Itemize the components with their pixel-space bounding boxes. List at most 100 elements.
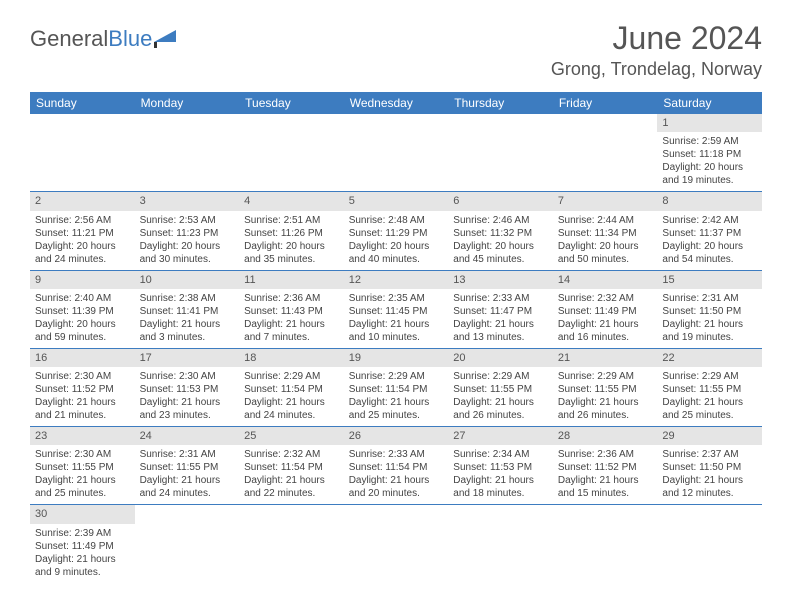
month-title: June 2024 xyxy=(551,20,762,57)
sunrise-line: Sunrise: 2:29 AM xyxy=(558,370,653,383)
sunset-line: Sunset: 11:21 PM xyxy=(35,227,130,240)
daylight-line-2: and 26 minutes. xyxy=(558,409,653,422)
daylight-line-1: Daylight: 20 hours xyxy=(662,240,757,253)
daylight-line-1: Daylight: 20 hours xyxy=(35,318,130,331)
day-content: Sunrise: 2:48 AMSunset: 11:29 PMDaylight… xyxy=(344,211,449,270)
day-number: 20 xyxy=(448,349,553,367)
calendar-day: 19Sunrise: 2:29 AMSunset: 11:54 PMDaylig… xyxy=(344,349,449,427)
day-number: 21 xyxy=(553,349,658,367)
logo-text: GeneralBlue xyxy=(30,26,152,52)
day-content: Sunrise: 2:33 AMSunset: 11:47 PMDaylight… xyxy=(448,289,553,348)
day-number: 28 xyxy=(553,427,658,445)
daylight-line-2: and 30 minutes. xyxy=(140,253,235,266)
daylight-line-1: Daylight: 21 hours xyxy=(453,396,548,409)
day-content: Sunrise: 2:29 AMSunset: 11:54 PMDaylight… xyxy=(344,367,449,426)
sunset-line: Sunset: 11:54 PM xyxy=(349,461,444,474)
day-number: 6 xyxy=(448,192,553,210)
sunset-line: Sunset: 11:55 PM xyxy=(35,461,130,474)
calendar-day: 14Sunrise: 2:32 AMSunset: 11:49 PMDaylig… xyxy=(553,271,658,349)
daylight-line-2: and 3 minutes. xyxy=(140,331,235,344)
calendar-day: 22Sunrise: 2:29 AMSunset: 11:55 PMDaylig… xyxy=(657,349,762,427)
daylight-line-2: and 24 minutes. xyxy=(140,487,235,500)
daylight-line-2: and 25 minutes. xyxy=(662,409,757,422)
sunrise-line: Sunrise: 2:33 AM xyxy=(453,292,548,305)
calendar-day: 8Sunrise: 2:42 AMSunset: 11:37 PMDayligh… xyxy=(657,192,762,270)
calendar-day: 2Sunrise: 2:56 AMSunset: 11:21 PMDayligh… xyxy=(30,192,135,270)
day-number: 4 xyxy=(239,192,344,210)
daylight-line-2: and 10 minutes. xyxy=(349,331,444,344)
sunrise-line: Sunrise: 2:29 AM xyxy=(349,370,444,383)
day-content: Sunrise: 2:31 AMSunset: 11:50 PMDaylight… xyxy=(657,289,762,348)
calendar-day: 5Sunrise: 2:48 AMSunset: 11:29 PMDayligh… xyxy=(344,192,449,270)
day-number: 2 xyxy=(30,192,135,210)
location: Grong, Trondelag, Norway xyxy=(551,59,762,80)
sunrise-line: Sunrise: 2:33 AM xyxy=(349,448,444,461)
sunrise-line: Sunrise: 2:51 AM xyxy=(244,214,339,227)
daylight-line-1: Daylight: 21 hours xyxy=(140,318,235,331)
daylight-line-1: Daylight: 21 hours xyxy=(349,318,444,331)
day-content: Sunrise: 2:29 AMSunset: 11:55 PMDaylight… xyxy=(657,367,762,426)
day-number: 18 xyxy=(239,349,344,367)
daylight-line-1: Daylight: 20 hours xyxy=(453,240,548,253)
day-content: Sunrise: 2:38 AMSunset: 11:41 PMDaylight… xyxy=(135,289,240,348)
calendar-day: 11Sunrise: 2:36 AMSunset: 11:43 PMDaylig… xyxy=(239,271,344,349)
sunset-line: Sunset: 11:55 PM xyxy=(662,383,757,396)
sunrise-line: Sunrise: 2:36 AM xyxy=(244,292,339,305)
day-number: 15 xyxy=(657,271,762,289)
sunrise-line: Sunrise: 2:48 AM xyxy=(349,214,444,227)
daylight-line-2: and 21 minutes. xyxy=(35,409,130,422)
calendar-day: 15Sunrise: 2:31 AMSunset: 11:50 PMDaylig… xyxy=(657,271,762,349)
day-content: Sunrise: 2:37 AMSunset: 11:50 PMDaylight… xyxy=(657,445,762,504)
sunset-line: Sunset: 11:49 PM xyxy=(35,540,130,553)
sunset-line: Sunset: 11:49 PM xyxy=(558,305,653,318)
day-content: Sunrise: 2:42 AMSunset: 11:37 PMDaylight… xyxy=(657,211,762,270)
day-number: 13 xyxy=(448,271,553,289)
day-content: Sunrise: 2:31 AMSunset: 11:55 PMDaylight… xyxy=(135,445,240,504)
sunrise-line: Sunrise: 2:30 AM xyxy=(35,448,130,461)
daylight-line-1: Daylight: 21 hours xyxy=(662,396,757,409)
calendar-empty xyxy=(239,505,344,582)
sunrise-line: Sunrise: 2:32 AM xyxy=(558,292,653,305)
daylight-line-2: and 26 minutes. xyxy=(453,409,548,422)
day-number: 24 xyxy=(135,427,240,445)
sunrise-line: Sunrise: 2:29 AM xyxy=(453,370,548,383)
sunrise-line: Sunrise: 2:32 AM xyxy=(244,448,339,461)
day-number: 27 xyxy=(448,427,553,445)
day-content: Sunrise: 2:30 AMSunset: 11:53 PMDaylight… xyxy=(135,367,240,426)
sunset-line: Sunset: 11:54 PM xyxy=(244,461,339,474)
sunrise-line: Sunrise: 2:30 AM xyxy=(35,370,130,383)
daylight-line-1: Daylight: 21 hours xyxy=(349,474,444,487)
calendar-day: 23Sunrise: 2:30 AMSunset: 11:55 PMDaylig… xyxy=(30,427,135,505)
header: GeneralBlue June 2024 Grong, Trondelag, … xyxy=(30,20,762,80)
calendar-empty xyxy=(657,505,762,582)
sunrise-line: Sunrise: 2:29 AM xyxy=(244,370,339,383)
calendar-day: 21Sunrise: 2:29 AMSunset: 11:55 PMDaylig… xyxy=(553,349,658,427)
calendar-body: 1Sunrise: 2:59 AMSunset: 11:18 PMDayligh… xyxy=(30,114,762,583)
sunrise-line: Sunrise: 2:59 AM xyxy=(662,135,757,148)
day-content: Sunrise: 2:29 AMSunset: 11:55 PMDaylight… xyxy=(553,367,658,426)
day-number: 10 xyxy=(135,271,240,289)
daylight-line-2: and 19 minutes. xyxy=(662,174,757,187)
daylight-line-1: Daylight: 20 hours xyxy=(662,161,757,174)
daylight-line-2: and 35 minutes. xyxy=(244,253,339,266)
calendar-header: SundayMondayTuesdayWednesdayThursdayFrid… xyxy=(30,92,762,114)
day-content: Sunrise: 2:40 AMSunset: 11:39 PMDaylight… xyxy=(30,289,135,348)
daylight-line-1: Daylight: 21 hours xyxy=(140,474,235,487)
day-content: Sunrise: 2:30 AMSunset: 11:55 PMDaylight… xyxy=(30,445,135,504)
day-content: Sunrise: 2:30 AMSunset: 11:52 PMDaylight… xyxy=(30,367,135,426)
day-number: 1 xyxy=(657,114,762,132)
sunrise-line: Sunrise: 2:40 AM xyxy=(35,292,130,305)
calendar-day: 10Sunrise: 2:38 AMSunset: 11:41 PMDaylig… xyxy=(135,271,240,349)
sunset-line: Sunset: 11:45 PM xyxy=(349,305,444,318)
daylight-line-2: and 9 minutes. xyxy=(35,566,130,579)
calendar-empty xyxy=(239,114,344,192)
day-content: Sunrise: 2:36 AMSunset: 11:43 PMDaylight… xyxy=(239,289,344,348)
daylight-line-2: and 22 minutes. xyxy=(244,487,339,500)
daylight-line-1: Daylight: 20 hours xyxy=(140,240,235,253)
sunrise-line: Sunrise: 2:29 AM xyxy=(662,370,757,383)
sunset-line: Sunset: 11:55 PM xyxy=(453,383,548,396)
sunset-line: Sunset: 11:18 PM xyxy=(662,148,757,161)
day-number: 14 xyxy=(553,271,658,289)
calendar-day: 24Sunrise: 2:31 AMSunset: 11:55 PMDaylig… xyxy=(135,427,240,505)
calendar-day: 30Sunrise: 2:39 AMSunset: 11:49 PMDaylig… xyxy=(30,505,135,582)
